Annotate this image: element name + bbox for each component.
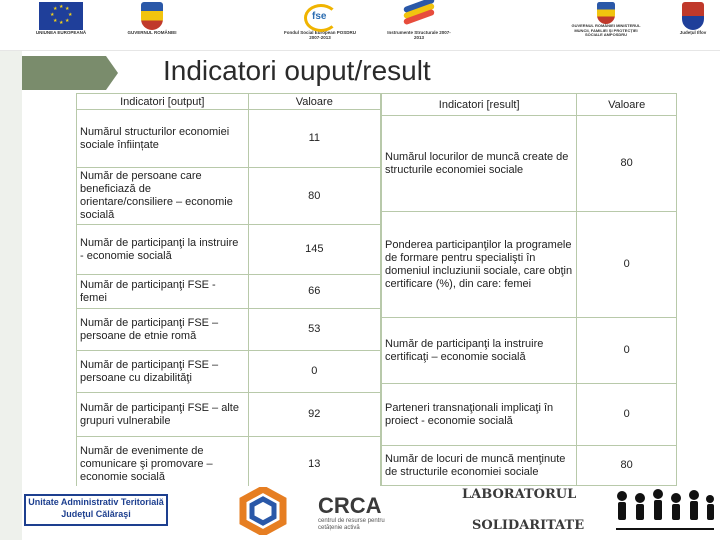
title-accent-arrow — [106, 56, 118, 90]
output-indicators-table: Indicatori [output] Valoare Numărul stru… — [76, 93, 382, 493]
structural-instruments-icon — [399, 0, 439, 30]
indicator-label: Număr de participanţi la instruire certi… — [380, 317, 578, 384]
indicator-label: Număr de participanţi FSE – alte grupuri… — [76, 392, 249, 437]
indicator-value: 80 — [576, 445, 677, 486]
logo-caption: Județul Ilfov — [679, 30, 707, 35]
table-header-row: Indicatori [output] Valoare — [76, 93, 382, 110]
structural-instruments-logo: Instrumente Structurale 2007-2013 — [384, 0, 454, 40]
table-row: Parteneri transnaţionali implicaţi în pr… — [380, 383, 677, 446]
logo-caption: UNIUNEA EUROPEANĂ — [35, 30, 87, 35]
crest-icon — [682, 2, 704, 30]
output-column-header: Indicatori [output] — [76, 93, 249, 110]
table-row: Numărul locurilor de muncă create de str… — [380, 115, 677, 212]
indicator-label: Număr de participanţi FSE – persoane cu … — [76, 350, 249, 393]
logo-caption: Instrumente Structurale 2007-2013 — [387, 30, 451, 40]
indicator-label: Parteneri transnaţionali implicaţi în pr… — [380, 383, 578, 446]
indicator-value: 0 — [247, 350, 382, 393]
romania-crest-logo: GUVERNUL ROMÂNIEI — [112, 2, 192, 35]
indicator-label: Număr de locuri de muncă menţinute de st… — [380, 445, 578, 486]
indicator-label: Număr de participanţi FSE – persoane de … — [76, 308, 249, 351]
crest-icon — [597, 2, 615, 24]
indicator-value: 92 — [247, 392, 382, 437]
page-title: Indicatori ouput/result — [163, 55, 431, 86]
ministry-crest-logo: GUVERNUL ROMÂNIEI MINISTERUL MUNCII, FAM… — [566, 2, 646, 38]
crca-name: CRCA — [318, 493, 382, 518]
uat-line-1: Unitate Administrativ Teritorială — [28, 497, 164, 507]
value-column-header: Valoare — [576, 93, 677, 116]
indicator-label: Număr de persoane care beneficiază de or… — [76, 167, 249, 225]
eu-flag-logo: ★ ★ ★ ★ ★ ★ ★ ★ UNIUNEA EUROPEANĂ — [26, 2, 96, 35]
indicator-value: 66 — [247, 274, 382, 309]
uat-line-2: Judeţul Călăraşi — [61, 509, 131, 519]
indicator-value: 11 — [247, 109, 382, 168]
result-column-header: Indicatori [result] — [380, 93, 578, 116]
indicator-label: Numărul structurilor economiei sociale î… — [76, 109, 249, 168]
table-row: Număr de participanţi FSE – alte grupuri… — [76, 392, 382, 437]
indicator-value: 0 — [576, 317, 677, 384]
county-crest-logo: Județul Ilfov — [670, 2, 716, 35]
table-row: Număr de locuri de muncă menţinute de st… — [380, 445, 677, 486]
value-column-header: Valoare — [247, 93, 382, 110]
logo-caption: GUVERNUL ROMÂNIEI — [127, 30, 177, 35]
people-silhouettes-icon — [616, 489, 714, 530]
table-row: Număr de persoane care beneficiază de or… — [76, 167, 382, 225]
table-row: Număr de participanţi la instruire certi… — [380, 317, 677, 384]
table-row: Număr de participanţi FSE – persoane cu … — [76, 350, 382, 393]
table-header-row: Indicatori [result] Valoare — [380, 93, 677, 116]
table-row: Ponderea participanţilor la programele d… — [380, 211, 677, 318]
crca-hexagon-icon — [239, 487, 287, 535]
indicator-value: 80 — [247, 167, 382, 225]
logo-caption: GUVERNUL ROMÂNIEI MINISTERUL MUNCII, FAM… — [571, 23, 641, 37]
indicator-value: 0 — [576, 211, 677, 318]
fse-icon: fse — [300, 2, 340, 32]
indicator-label: Numărul locurilor de muncă create de str… — [380, 115, 578, 212]
fse-logo: fse Fondul Social European POSDRU 2007-2… — [282, 2, 358, 40]
table-row: Număr de participanţi FSE – persoane de … — [76, 308, 382, 351]
laboratorul-text: LABORATORUL — [462, 487, 577, 502]
eu-flag-icon: ★ ★ ★ ★ ★ ★ ★ ★ — [39, 2, 83, 30]
logo-caption: Fondul Social European POSDRU 2007-2013 — [283, 30, 356, 40]
left-decorative-strip — [0, 0, 22, 540]
indicator-value: 145 — [247, 224, 382, 275]
solidaritate-text: SOLIDARITATE — [472, 518, 585, 533]
crest-icon — [141, 2, 163, 30]
table-row: Numărul structurilor economiei sociale î… — [76, 109, 382, 168]
indicator-label: Număr de participanţi FSE - femei — [76, 274, 249, 309]
indicator-label: Număr de participanţi la instruire - eco… — [76, 224, 249, 275]
uat-calarasi-logo: Unitate Administrativ Teritorială Judeţu… — [24, 494, 168, 526]
crca-subtitle: centrul de resurse pentru cetățenie acti… — [318, 518, 385, 531]
indicator-value: 53 — [247, 308, 382, 351]
indicator-value: 13 — [247, 436, 382, 493]
indicator-value: 80 — [576, 115, 677, 212]
indicator-value: 0 — [576, 383, 677, 446]
table-row: Număr de participanţi FSE - femei 66 — [76, 274, 382, 309]
table-row: Număr de participanţi la instruire - eco… — [76, 224, 382, 275]
table-row: Număr de evenimente de comunicare şi pro… — [76, 436, 382, 493]
result-indicators-table: Indicatori [result] Valoare Numărul locu… — [380, 93, 677, 486]
indicator-label: Ponderea participanţilor la programele d… — [380, 211, 578, 318]
indicator-label: Număr de evenimente de comunicare şi pro… — [76, 436, 249, 493]
title-accent-bar — [22, 56, 106, 90]
